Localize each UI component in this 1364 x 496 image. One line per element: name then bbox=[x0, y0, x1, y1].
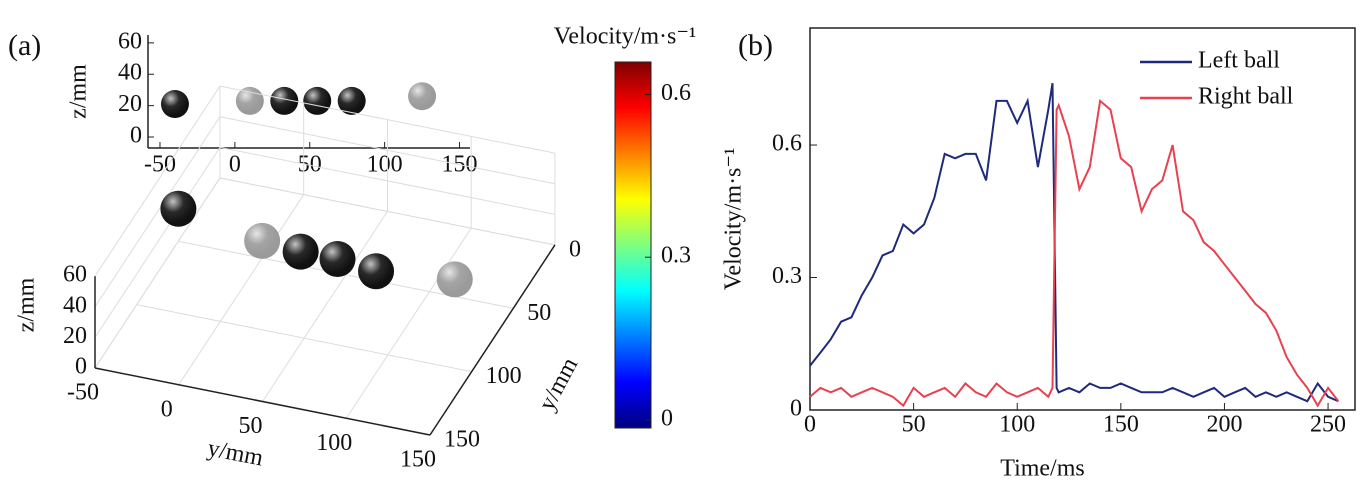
series-line bbox=[809, 98, 1340, 408]
y-tick-label: 0.3 bbox=[772, 263, 802, 289]
x-axis bbox=[94, 367, 431, 436]
ball-shine bbox=[408, 82, 437, 111]
ball-shine bbox=[270, 86, 299, 115]
wall-grid-line bbox=[94, 85, 221, 277]
wall-grid-line bbox=[94, 147, 221, 338]
depth-tick-label: 50 bbox=[527, 300, 551, 326]
floor-grid-line bbox=[345, 227, 472, 419]
y-tick-label: 0.6 bbox=[772, 131, 802, 157]
ball-shine bbox=[235, 86, 264, 115]
ball-shine bbox=[303, 86, 332, 115]
floor-grid-line bbox=[136, 304, 472, 373]
depth-tick-label: 150 bbox=[444, 427, 480, 453]
colorbar bbox=[614, 61, 652, 429]
y-axis-label: z/mm bbox=[66, 64, 92, 119]
x-axis-label: y/mm bbox=[205, 435, 265, 471]
wall-grid-line bbox=[94, 177, 221, 369]
y-tick-label: 20 bbox=[118, 91, 142, 117]
colorbar-label: Velocity/m·s⁻¹ bbox=[554, 24, 697, 50]
y-tick-label: 0 bbox=[130, 123, 142, 149]
wall-grid-line bbox=[219, 85, 556, 154]
x-axis-label: Time/ms bbox=[1000, 456, 1084, 482]
y-tick-label: 40 bbox=[118, 60, 142, 86]
wall-grid-line bbox=[219, 177, 556, 246]
depth-axis bbox=[429, 244, 556, 436]
depth-axis-label: y/mm bbox=[534, 353, 583, 415]
colorbar-tick-label: 0.6 bbox=[661, 80, 691, 106]
x-tick-label: 100 bbox=[999, 412, 1035, 438]
ball-shine bbox=[319, 240, 356, 277]
x-tick-label: 0 bbox=[229, 152, 241, 178]
depth-tick-label: 0 bbox=[569, 236, 581, 262]
y-tick-label: 60 bbox=[118, 28, 142, 54]
x-tick-label: 200 bbox=[1206, 412, 1242, 438]
panel-label: (a) bbox=[8, 29, 41, 62]
ball-shine bbox=[337, 86, 366, 115]
floor-grid-line bbox=[178, 194, 305, 386]
wall-grid-line bbox=[219, 116, 556, 185]
x-tick-label: -50 bbox=[67, 380, 99, 406]
x-tick-label: 250 bbox=[1310, 412, 1346, 438]
y-tick-label: 0 bbox=[790, 396, 802, 422]
x-tick-label: 100 bbox=[316, 430, 352, 456]
x-tick-label: 150 bbox=[400, 447, 436, 473]
z-axis-label: z/mm bbox=[14, 277, 40, 332]
legend-label: Left ball bbox=[1198, 48, 1280, 74]
x-tick-label: 50 bbox=[902, 412, 926, 438]
z-tick-label: 60 bbox=[63, 262, 87, 288]
plot-frame bbox=[809, 27, 1356, 411]
wall-grid-line bbox=[219, 146, 556, 215]
ball-shine bbox=[160, 190, 197, 227]
y-axis-label: Velocity/m·s⁻¹ bbox=[721, 148, 747, 291]
floor-grid-line bbox=[262, 211, 388, 402]
colorbar-tick-label: 0 bbox=[661, 405, 673, 431]
x-tick-label: 50 bbox=[298, 152, 322, 178]
series-line bbox=[809, 83, 1339, 403]
ball-shine bbox=[282, 233, 319, 270]
ball-shine bbox=[436, 261, 473, 298]
z-tick-label: 40 bbox=[63, 292, 87, 318]
depth-tick-label: 100 bbox=[486, 363, 522, 389]
x-tick-label: 50 bbox=[239, 413, 263, 439]
z-tick-label: 0 bbox=[75, 354, 87, 380]
x-tick-label: 150 bbox=[1103, 412, 1139, 438]
ball-shine bbox=[160, 90, 189, 119]
ball-shine bbox=[358, 253, 395, 290]
panel-label: (b) bbox=[738, 29, 773, 62]
z-tick-label: 20 bbox=[63, 323, 87, 349]
legend-label: Right ball bbox=[1198, 84, 1294, 110]
x-tick-label: 0 bbox=[804, 412, 816, 438]
x-tick-label: -50 bbox=[144, 152, 176, 178]
x-tick-label: 0 bbox=[161, 396, 173, 422]
colorbar-tick-label: 0.3 bbox=[661, 243, 691, 269]
wall-grid-line bbox=[94, 116, 221, 308]
ball-shine bbox=[244, 222, 281, 259]
x-tick-label: 100 bbox=[367, 152, 403, 178]
